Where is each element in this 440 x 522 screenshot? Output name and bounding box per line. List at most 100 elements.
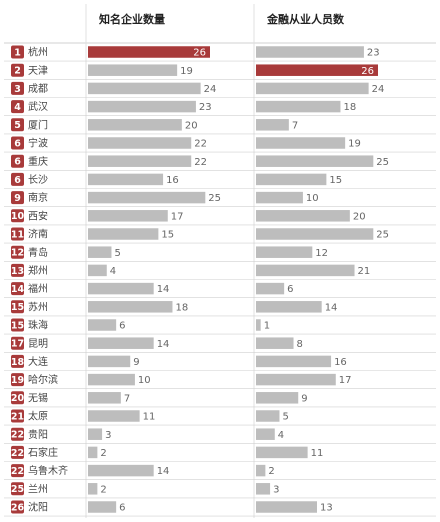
city-label: 南京 bbox=[28, 191, 48, 204]
right-value-label: 10 bbox=[306, 193, 319, 204]
rank-badge bbox=[11, 373, 24, 387]
rank-number: 26 bbox=[11, 502, 25, 513]
right-bar bbox=[256, 410, 280, 422]
rank-number: 4 bbox=[14, 102, 21, 113]
city-label: 兰州 bbox=[28, 482, 48, 495]
rank-badge bbox=[11, 500, 24, 514]
city-label: 珠海 bbox=[28, 319, 48, 332]
right-bar bbox=[256, 191, 303, 204]
left-bar bbox=[88, 100, 196, 113]
rank-badge bbox=[11, 100, 24, 114]
right-value-label: 11 bbox=[311, 448, 324, 459]
city-label: 福州 bbox=[28, 282, 48, 295]
rank-number: 1 bbox=[14, 47, 21, 58]
city-label: 宁波 bbox=[28, 137, 48, 150]
left-value-label: 22 bbox=[194, 139, 207, 150]
rank-number: 6 bbox=[14, 157, 21, 168]
left-bar bbox=[88, 355, 131, 368]
left-value-label: 25 bbox=[208, 193, 221, 204]
rank-badge bbox=[11, 245, 24, 259]
rank-badge bbox=[11, 427, 24, 441]
right-value-label: 21 bbox=[358, 266, 371, 277]
rank-number: 21 bbox=[11, 411, 24, 422]
left-chart-title: 知名企业数量 bbox=[98, 12, 165, 26]
left-value-label: 9 bbox=[133, 357, 139, 368]
left-value-label: 15 bbox=[161, 230, 174, 241]
rank-badge bbox=[11, 336, 24, 350]
city-label: 大连 bbox=[28, 355, 48, 368]
city-label: 天津 bbox=[28, 65, 48, 77]
right-value-label: 5 bbox=[282, 412, 288, 423]
rank-badge bbox=[11, 482, 24, 496]
rank-number: 11 bbox=[11, 229, 24, 240]
right-bar bbox=[256, 355, 332, 368]
right-value-label: 7 bbox=[292, 120, 298, 131]
rank-badge bbox=[11, 118, 24, 132]
rank-number: 6 bbox=[14, 175, 21, 186]
right-bar bbox=[256, 446, 308, 459]
city-label: 杭州 bbox=[28, 46, 48, 59]
rank-badge bbox=[11, 464, 24, 478]
right-bar bbox=[256, 392, 299, 404]
city-label: 沈阳 bbox=[28, 501, 48, 514]
rank-badge bbox=[11, 227, 24, 241]
left-value-label: 17 bbox=[171, 211, 184, 222]
right-value-label: 17 bbox=[339, 375, 352, 386]
right-bar bbox=[256, 100, 341, 113]
left-bar bbox=[88, 155, 192, 167]
right-value-label: 1 bbox=[264, 321, 270, 332]
right-bar bbox=[256, 501, 317, 513]
left-value-label: 23 bbox=[199, 102, 212, 113]
left-bar bbox=[88, 373, 135, 386]
rank-badge bbox=[11, 354, 24, 368]
city-label: 苏州 bbox=[28, 300, 48, 313]
right-value-label: 8 bbox=[297, 339, 303, 350]
left-value-label: 16 bbox=[166, 175, 179, 186]
right-value-label: 4 bbox=[278, 430, 284, 441]
rank-number: 13 bbox=[11, 266, 24, 277]
left-bar bbox=[88, 319, 117, 331]
left-bar bbox=[88, 301, 173, 313]
city-label: 济南 bbox=[28, 228, 48, 241]
city-label: 石家庄 bbox=[28, 446, 58, 459]
left-bar bbox=[88, 428, 103, 440]
left-bar bbox=[88, 483, 98, 495]
right-value-label: 20 bbox=[353, 211, 366, 222]
right-bar bbox=[256, 301, 322, 313]
right-bar bbox=[256, 246, 313, 258]
rank-number: 20 bbox=[11, 393, 25, 404]
right-value-label: 23 bbox=[367, 48, 380, 59]
right-bar bbox=[256, 46, 364, 58]
left-value-label: 19 bbox=[180, 66, 193, 77]
rank-badge bbox=[11, 63, 24, 77]
left-bar bbox=[88, 392, 121, 404]
right-bar bbox=[256, 155, 374, 167]
left-bar bbox=[88, 64, 178, 76]
left-value-label: 11 bbox=[143, 412, 156, 423]
rank-badge bbox=[11, 81, 24, 95]
left-value-label: 20 bbox=[185, 120, 198, 131]
rank-number: 3 bbox=[14, 84, 21, 95]
right-value-label: 12 bbox=[315, 248, 328, 259]
left-value-label: 2 bbox=[100, 448, 106, 459]
right-value-label: 19 bbox=[348, 139, 361, 150]
right-bar bbox=[256, 264, 355, 277]
right-bar bbox=[256, 428, 275, 440]
right-bar bbox=[256, 82, 369, 95]
rank-badge bbox=[11, 172, 24, 186]
rank-number: 15 bbox=[11, 320, 24, 331]
rank-badge bbox=[11, 209, 24, 223]
city-label: 长沙 bbox=[28, 174, 48, 186]
left-value-label: 5 bbox=[114, 248, 120, 259]
rank-number: 2 bbox=[14, 66, 21, 77]
left-bar bbox=[88, 446, 98, 459]
city-label: 哈尔滨 bbox=[28, 373, 58, 386]
city-label: 重庆 bbox=[28, 155, 48, 168]
city-label: 昆明 bbox=[28, 338, 48, 350]
rank-badge bbox=[11, 318, 24, 332]
rank-badge bbox=[11, 154, 24, 168]
left-value-label: 14 bbox=[157, 284, 170, 295]
rank-number: 14 bbox=[11, 284, 25, 295]
rank-number: 17 bbox=[11, 339, 24, 350]
city-label: 太原 bbox=[28, 410, 48, 423]
